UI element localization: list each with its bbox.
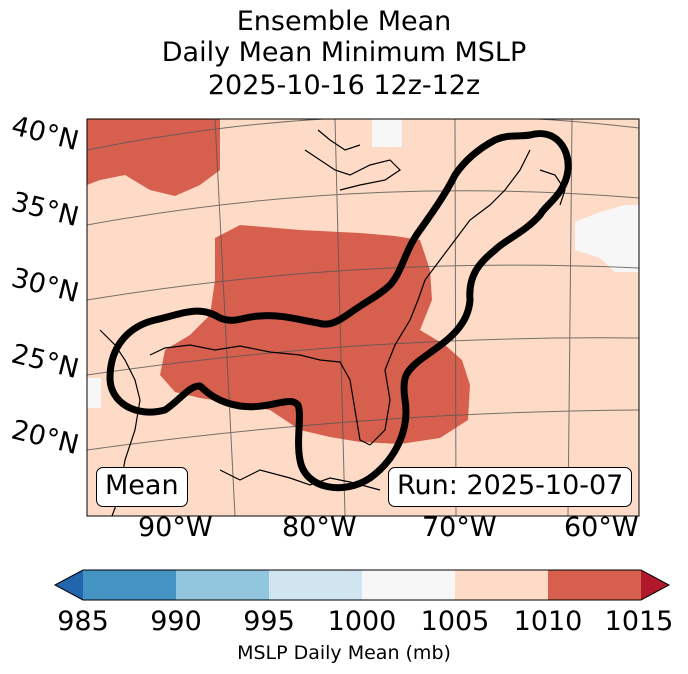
colorbar-bin-985 [83,570,176,600]
low-patch-west [87,378,101,408]
title-line-1: Ensemble Mean [236,6,452,37]
colorbar-tick-985: 985 [57,606,109,637]
colorbar-extend-high [641,570,669,600]
lon-label-80w: 80°W [282,512,357,543]
lon-label-70w: 70°W [422,512,497,543]
low-patch-north [372,119,402,147]
title-line-2: Daily Mean Minimum MSLP [161,37,527,68]
colorbar [53,569,671,601]
title-line-3: 2025-10-16 12z-12z [207,70,481,101]
lon-label-60w: 60°W [564,512,639,543]
colorbar-bin-1000 [362,570,455,600]
colorbar-extend-low [55,570,83,600]
colorbar-tick-995: 995 [243,606,295,637]
colorbar-tick-1010: 1010 [513,606,583,637]
colorbar-bin-1005 [455,570,548,600]
run-date-box: Run: 2025-10-07 [388,467,633,507]
lon-label-90w: 90°W [138,512,213,543]
pressure-field [87,119,639,516]
colorbar-tick-990: 990 [150,606,202,637]
colorbar-tick-1000: 1000 [327,606,397,637]
mean-label-box: Mean [96,467,188,507]
high-cell-northwest [87,119,220,196]
colorbar-bin-990 [176,570,269,600]
colorbar-bin-995 [269,570,362,600]
colorbar-tick-1005: 1005 [420,606,490,637]
colorbar-label: MSLP Daily Mean (mb) [237,642,451,664]
ensemble-contour [106,130,572,492]
colorbar-tick-1015: 1015 [604,606,674,637]
map-frame [86,118,640,517]
colorbar-bin-1010 [548,570,641,600]
low-patch-east [575,205,639,272]
